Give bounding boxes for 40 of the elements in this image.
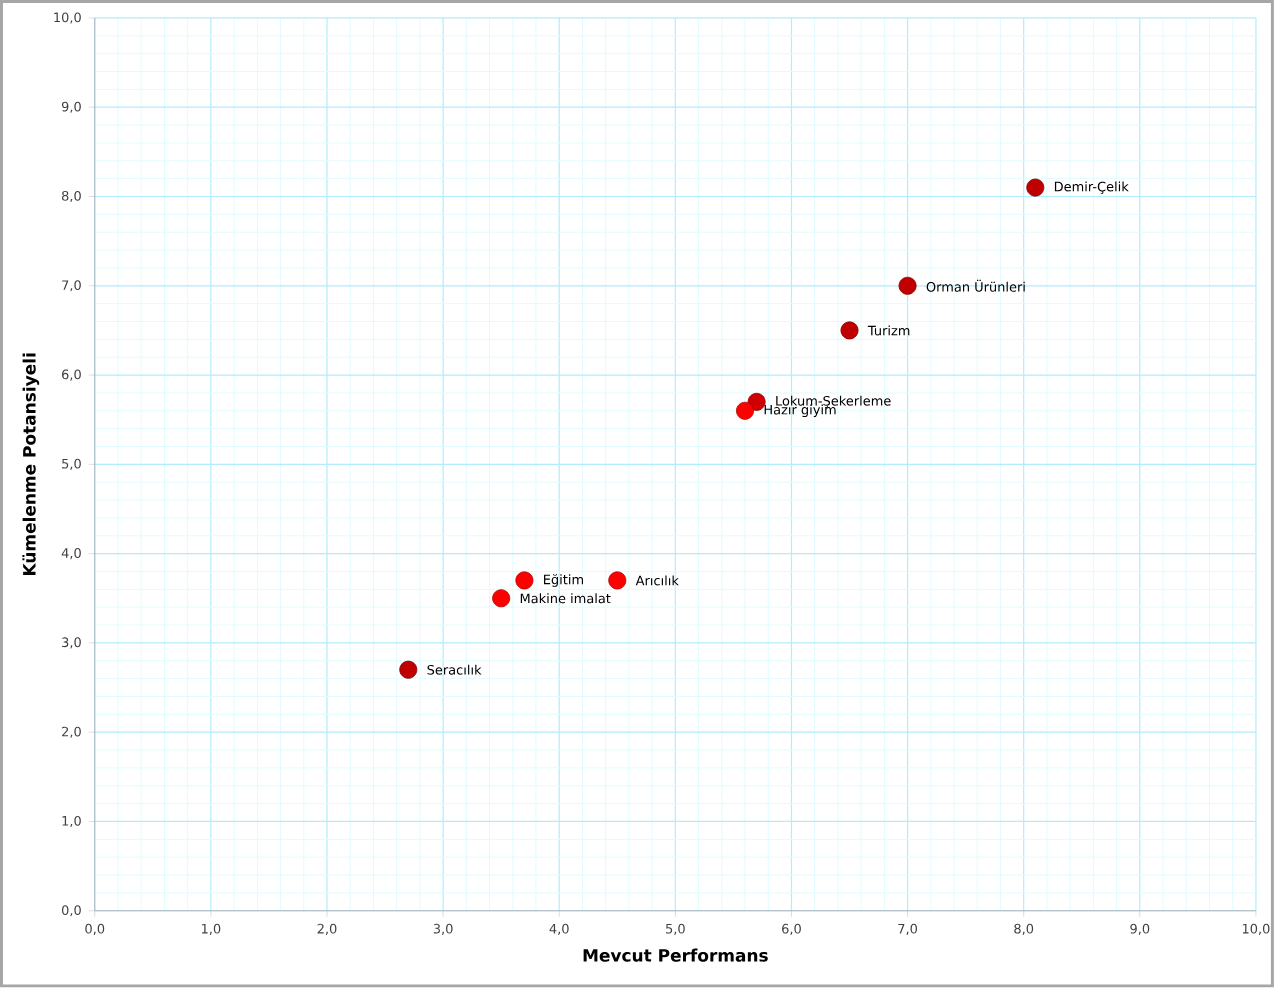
x-tick-label: 9,0 xyxy=(1130,924,1150,936)
annotation: Arıcılık xyxy=(635,575,679,586)
point xyxy=(840,321,859,340)
y-tick-label: 1,0 xyxy=(62,816,81,828)
y-tick-label: 0,0 xyxy=(61,905,81,917)
x-tick-label: 8,0 xyxy=(1014,924,1034,936)
annotation: Turizm xyxy=(867,325,910,336)
y-tick-label: 7,0 xyxy=(62,280,81,292)
point xyxy=(492,589,511,608)
x-tick-label: 1,0 xyxy=(201,924,221,936)
y-tick-label: 3,0 xyxy=(62,637,81,649)
y-tick-label: 2,0 xyxy=(62,726,81,738)
x-tick-label: 4,0 xyxy=(549,924,569,936)
y-tick-label: 4,0 xyxy=(61,548,81,560)
point xyxy=(399,660,418,679)
x-tick-label: 0,0 xyxy=(85,924,105,936)
point xyxy=(736,402,754,420)
point xyxy=(515,571,534,590)
x-tick-label: 6,0 xyxy=(782,924,801,936)
x-tick-label: 3,0 xyxy=(433,924,453,936)
y-tick-label: 9,0 xyxy=(61,101,81,113)
y-tick-label: 8,0 xyxy=(61,191,81,203)
annotation: Makine imalat xyxy=(520,593,611,604)
x-tick-label: 10,0 xyxy=(1242,924,1270,936)
annotation: Seracılık xyxy=(427,664,482,675)
y-tick-label: 5,0 xyxy=(62,459,81,471)
x-axis-title: Mevcut Performans xyxy=(583,948,768,962)
annotation: Eğitim xyxy=(544,574,583,588)
x-tick-label: 5,0 xyxy=(666,924,685,936)
y-axis-title: Kümelenme Potansiyeli xyxy=(22,353,40,576)
point xyxy=(747,393,766,412)
point xyxy=(608,571,627,590)
point xyxy=(1026,178,1045,197)
x-tick-label: 7,0 xyxy=(898,924,918,936)
y-tick-label: 6,0 xyxy=(62,369,81,381)
annotation: Demir-Çelik xyxy=(1054,181,1129,194)
annotation: Orman Ürünleri xyxy=(926,280,1025,293)
x-tick-label: 2,0 xyxy=(317,924,337,936)
y-tick-label: 10,0 xyxy=(54,12,81,24)
point xyxy=(898,277,917,295)
